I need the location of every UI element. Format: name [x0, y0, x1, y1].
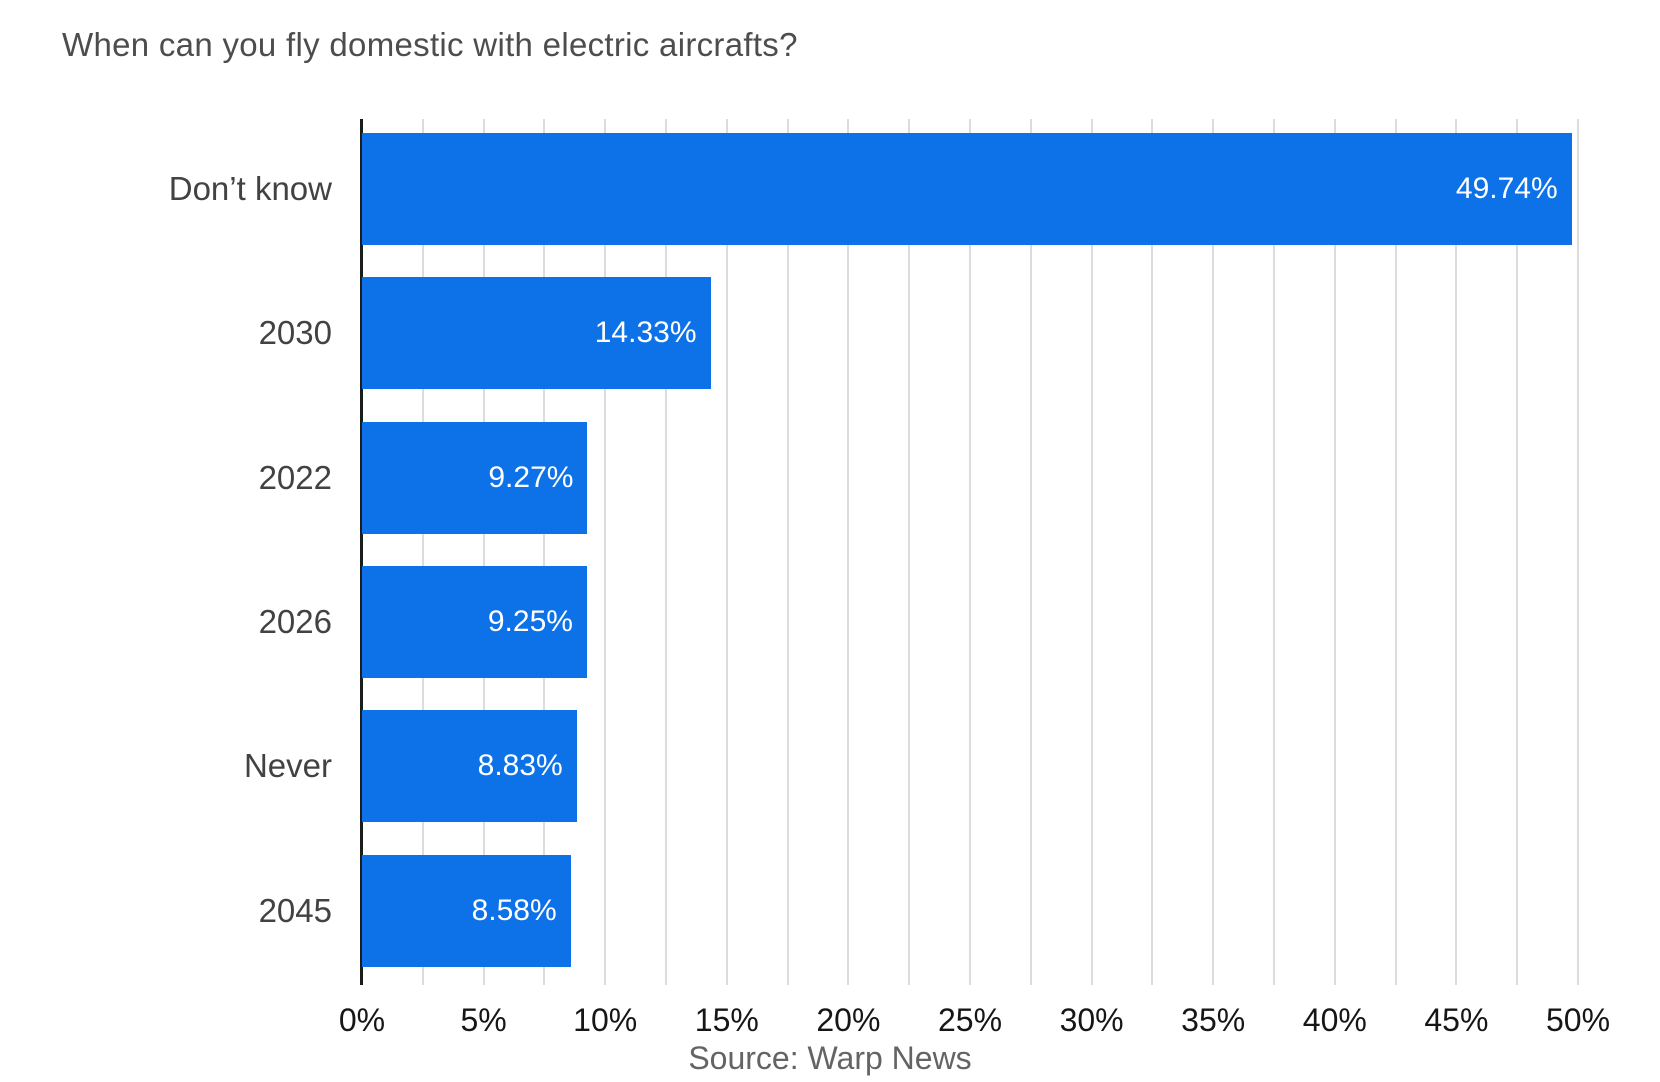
- source-caption: Source: Warp News: [688, 1040, 972, 1076]
- gridline: [1151, 119, 1154, 985]
- x-tick-label: 25%: [937, 1002, 1003, 1038]
- chart-title: When can you fly domestic with electric …: [62, 26, 798, 63]
- y-axis-line: [360, 119, 363, 985]
- bar-value-label: 9.27%: [488, 460, 574, 494]
- gridline: [1090, 119, 1093, 985]
- gridline: [969, 119, 971, 985]
- category-label: 2026: [258, 602, 332, 640]
- gridline: [1455, 119, 1458, 985]
- category-label: 2045: [258, 891, 332, 929]
- gridline: [1577, 119, 1579, 985]
- bar: 9.25%: [362, 565, 587, 678]
- x-tick-label: 45%: [1424, 1002, 1489, 1038]
- gridline: [908, 119, 911, 985]
- bar: 8.83%: [362, 710, 577, 823]
- gridline: [421, 119, 424, 985]
- bar-value-label: 9.25%: [487, 604, 573, 638]
- category-label: Don’t know: [168, 170, 332, 207]
- bar-value-label: 8.83%: [477, 749, 563, 783]
- gridline: [1394, 119, 1397, 985]
- bar: 49.74%: [362, 133, 1572, 245]
- gridline: [1273, 119, 1275, 985]
- x-tick-label: 0%: [338, 1002, 386, 1038]
- bar-value-label: 8.58%: [471, 893, 557, 927]
- gridline: [543, 119, 546, 985]
- category-label: 2030: [258, 314, 332, 352]
- gridline: [604, 119, 607, 985]
- x-tick-label: 15%: [694, 1002, 759, 1038]
- gridline: [665, 119, 667, 985]
- bar-value-label: 14.33%: [594, 316, 697, 350]
- gridline: [482, 119, 485, 985]
- gridline: [786, 119, 789, 985]
- x-tick-label: 40%: [1302, 1002, 1367, 1038]
- gridline: [1333, 119, 1336, 985]
- x-tick-label: 10%: [573, 1002, 638, 1038]
- plot-area: [362, 119, 1579, 985]
- gridline: [1212, 119, 1215, 985]
- x-tick-label: 30%: [1059, 1002, 1124, 1038]
- category-label: 2022: [258, 458, 332, 496]
- x-tick-label: 35%: [1181, 1002, 1246, 1038]
- gridline: [1516, 119, 1519, 985]
- bar: 9.27%: [362, 421, 588, 534]
- x-tick-label: 50%: [1545, 1002, 1611, 1038]
- x-tick-label: 5%: [460, 1002, 507, 1038]
- gridline: [847, 119, 850, 985]
- bar: 14.33%: [362, 277, 711, 390]
- x-tick-label: 20%: [816, 1002, 881, 1038]
- gridline: [1029, 119, 1032, 985]
- gridline: [725, 119, 728, 985]
- category-label: Never: [243, 747, 332, 785]
- bar-value-label: 49.74%: [1455, 172, 1558, 205]
- bar: 8.58%: [362, 854, 571, 967]
